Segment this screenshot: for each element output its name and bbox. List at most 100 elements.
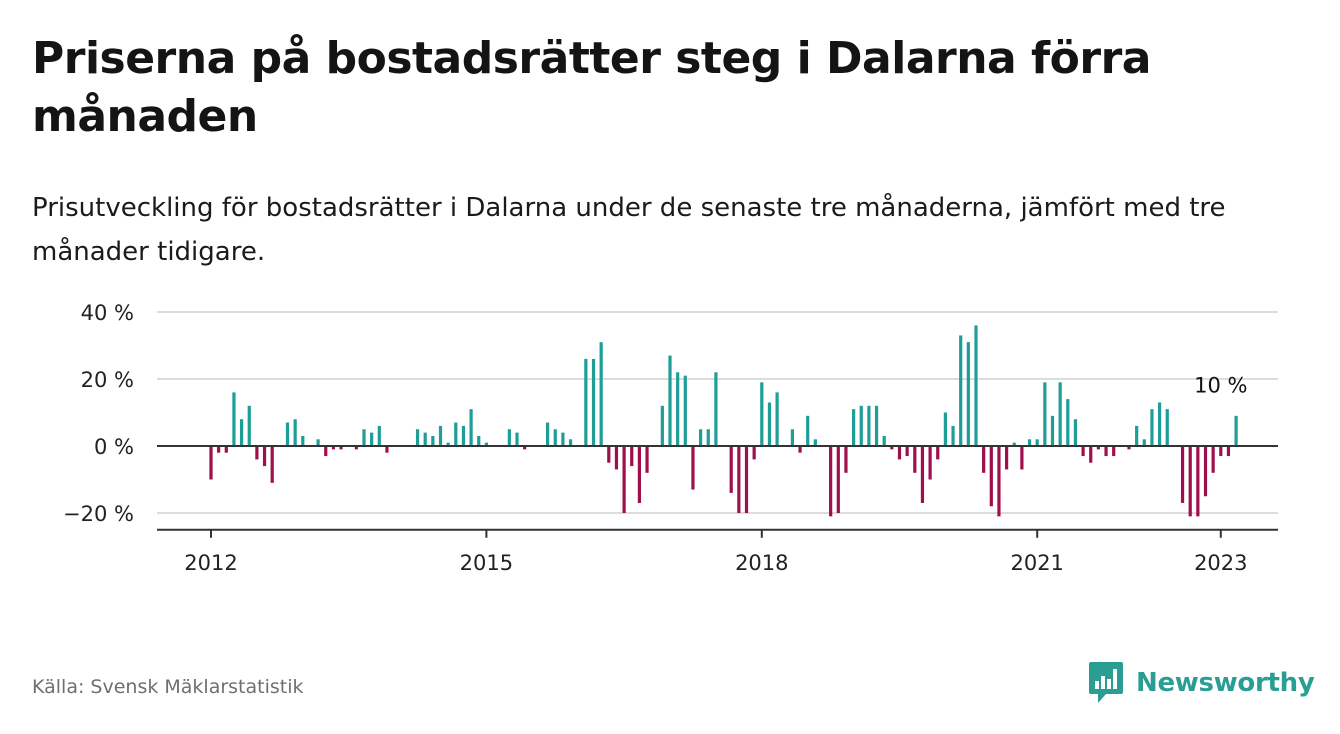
bar [982,446,986,473]
bar [209,446,213,480]
bar [568,439,573,446]
bar [1027,439,1032,446]
bar [928,446,932,480]
bar [1058,382,1062,446]
bar [1203,446,1208,497]
bar [867,405,871,446]
bar [1020,446,1024,470]
bar [989,446,993,507]
bar [760,382,764,446]
bar-chart: 40 % 20 % 0 % −20 % 2012 2015 2018 2021 2023 10… [63,301,1278,575]
bar [1043,382,1047,446]
bar [423,432,427,446]
source-note: Källa: Svensk Mäklarstatistik [32,676,304,698]
bar [477,435,481,446]
bar [1219,446,1223,457]
bar [813,439,817,446]
x-tick-label: 2021 [1010,551,1063,575]
bar [224,446,228,453]
bar [1081,446,1085,457]
bar [905,446,909,457]
bar [1012,442,1016,446]
x-tick-label: 2023 [1194,551,1247,575]
bar [622,446,626,513]
bar [591,358,596,446]
bar [676,372,680,446]
bar [1096,446,1100,450]
bar [836,446,840,513]
bar [829,446,833,517]
bar [630,446,634,467]
bar [515,432,519,446]
bar [415,429,420,446]
bar [714,372,718,446]
bar [943,412,947,446]
annotations: 10 % [1194,374,1247,398]
bar [484,442,488,446]
bar [668,355,672,446]
bar [232,392,236,446]
bar [301,435,305,446]
bar [1050,415,1055,446]
bar [1135,425,1139,446]
x-tick-label: 2012 [184,551,237,575]
bar [859,405,863,446]
x-axis-labels: 2012 2015 2018 2021 2023 [184,529,1248,575]
bar [997,446,1001,517]
chart-subtitle: Prisutveckling för bostadsrätter i Dalar… [32,193,1226,267]
chart-title: Priserna på bostadsrätter steg i Dalarna… [32,33,1152,142]
y-tick-label: 40 % [81,301,134,325]
axes [157,445,1278,531]
bar [1234,415,1238,446]
bar [316,439,320,446]
bar [775,392,779,446]
bar [890,446,894,450]
bar [454,422,458,446]
bar [752,446,756,460]
latest-value-label: 10 % [1194,374,1247,398]
bar [240,419,244,446]
bar [1104,446,1108,457]
bar [744,446,749,513]
bar [385,446,389,453]
bar [507,429,511,446]
bar [1005,446,1009,470]
bar [599,342,603,446]
bar [737,446,741,513]
bar [461,425,466,446]
bar [706,429,710,446]
bar [546,422,550,446]
bar [691,446,695,490]
newsworthy-logo-icon [1089,662,1123,703]
bar [523,446,527,450]
bar [897,446,902,460]
bar [852,409,856,446]
x-tick-label: 2015 [460,551,513,575]
bar [339,446,343,450]
bar [951,425,955,446]
bar [974,325,978,446]
bar [936,446,940,460]
bar [255,446,259,460]
bar [217,446,221,453]
bar [767,402,772,446]
y-tick-label: −20 % [63,502,134,526]
bar [584,358,588,446]
bar [1196,446,1200,517]
bar [729,446,733,493]
bar [438,425,443,446]
bar [959,335,963,446]
bar [354,446,358,450]
bar [645,446,649,473]
bar [874,405,879,446]
bar [331,446,335,450]
bar [882,435,886,446]
bar [1142,439,1146,446]
bar [920,446,925,503]
bar [660,405,664,446]
bar [1158,402,1162,446]
bar [324,446,328,457]
bar [607,446,611,463]
bar [683,375,687,446]
bar [270,446,274,483]
